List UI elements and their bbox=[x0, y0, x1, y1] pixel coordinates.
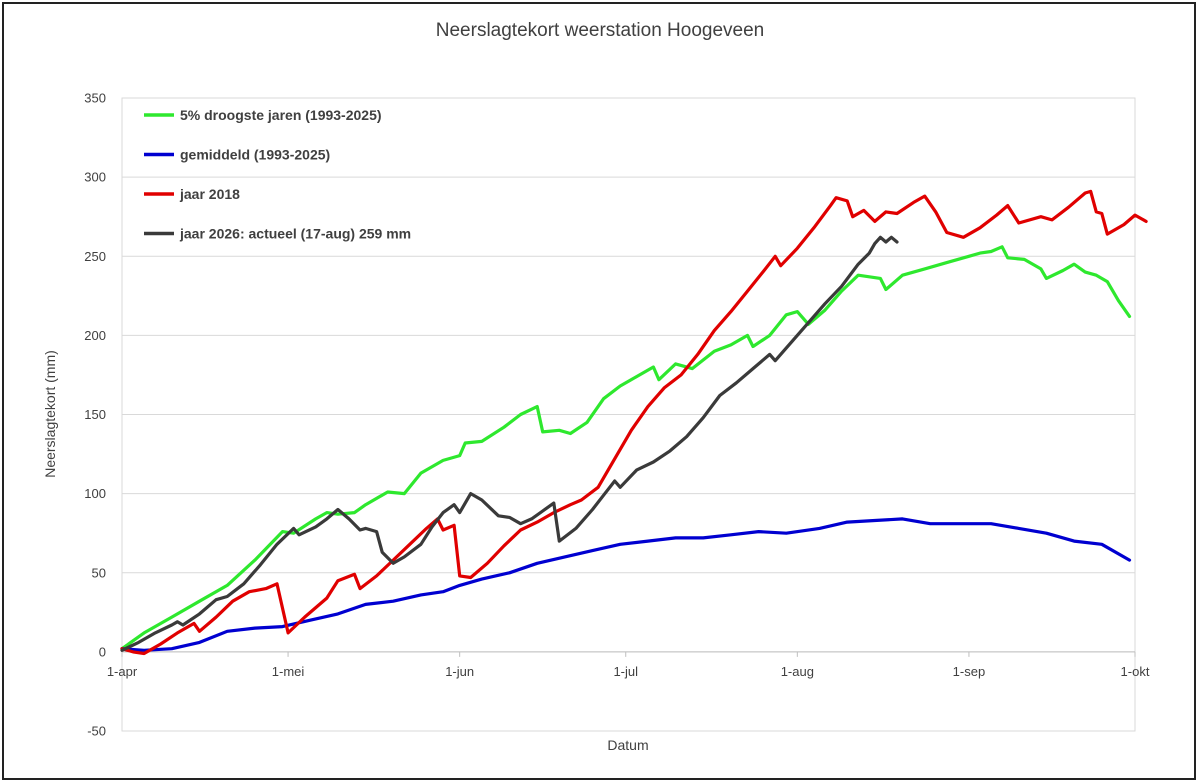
y-tick-label: 150 bbox=[84, 407, 106, 422]
y-tick-label: 250 bbox=[84, 249, 106, 264]
legend-label-3: jaar 2018 bbox=[179, 186, 240, 202]
x-tick-label: 1-mei bbox=[272, 664, 305, 679]
x-tick-label: 1-sep bbox=[953, 664, 986, 679]
x-tick-label: 1-aug bbox=[781, 664, 814, 679]
x-tick-label: 1-okt bbox=[1121, 664, 1150, 679]
series-line-1 bbox=[120, 245, 1132, 651]
x-axis-title: Datum bbox=[607, 737, 648, 753]
series-line-3 bbox=[120, 189, 1148, 656]
legend-label-4: jaar 2026: actueel (17-aug) 259 mm bbox=[179, 226, 411, 242]
x-tick-label: 1-jun bbox=[445, 664, 474, 679]
y-tick-label: 100 bbox=[84, 486, 106, 501]
gridlines bbox=[122, 97, 1135, 732]
series-line-4 bbox=[120, 235, 899, 652]
y-tick-label: 300 bbox=[84, 170, 106, 185]
x-tick-label: 1-jul bbox=[613, 664, 638, 679]
y-axis-ticks: -50 0 50 100 150 200 250 300 350 bbox=[84, 91, 106, 739]
x-axis-ticks: 1-apr 1-mei 1-jun 1-jul 1-aug 1-sep 1-okt bbox=[107, 651, 1150, 679]
legend: 5% droogste jaren (1993-2025) gemiddeld (… bbox=[144, 107, 411, 242]
legend-label-1: 5% droogste jaren (1993-2025) bbox=[180, 107, 382, 123]
y-tick-label: 0 bbox=[99, 644, 106, 659]
legend-label-2: gemiddeld (1993-2025) bbox=[180, 147, 330, 163]
y-tick-label: 50 bbox=[92, 565, 106, 580]
y-tick-label: 350 bbox=[84, 91, 106, 106]
chart-title: Neerslagtekort weerstation Hoogeveen bbox=[436, 20, 764, 41]
series-lines bbox=[120, 189, 1148, 656]
y-axis-title: Neerslagtekort (mm) bbox=[42, 350, 58, 478]
y-tick-label: 200 bbox=[84, 328, 106, 343]
x-tick-label: 1-apr bbox=[107, 664, 138, 679]
y-tick-label: -50 bbox=[87, 724, 106, 739]
